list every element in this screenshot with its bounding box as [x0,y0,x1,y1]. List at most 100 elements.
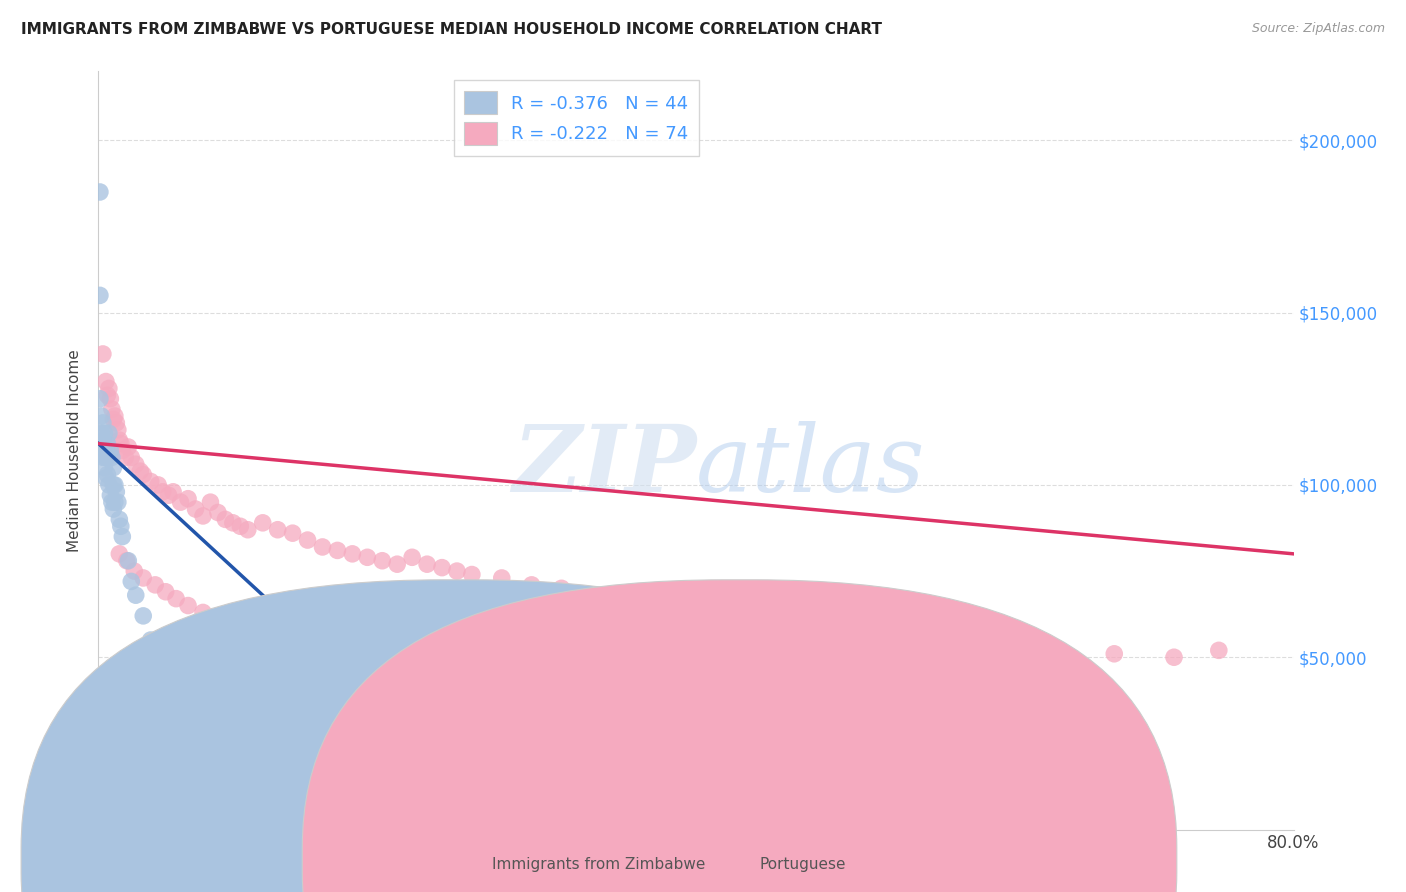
Text: Portuguese: Portuguese [759,857,846,872]
Point [157,488,180,502]
Point [191,508,214,523]
Point [229,519,252,533]
Point [108,547,131,561]
Text: atlas: atlas [696,421,925,510]
Point [93,443,115,458]
Point [120,574,142,589]
Point [804,615,827,630]
Point [491,571,513,585]
Point [297,533,319,547]
Point [984,633,1007,648]
Point [90,426,112,441]
Point [550,582,572,596]
Point [107,495,129,509]
Point [446,564,468,578]
Point [105,416,128,430]
Point [110,519,132,533]
Point [520,578,543,592]
Point [1104,647,1126,661]
Point [107,423,129,437]
Point [1163,650,1185,665]
Point [371,554,394,568]
Point [626,591,648,606]
Point [865,623,887,637]
Point [96,467,118,482]
Point [162,657,184,672]
Point [101,450,124,465]
Point [595,588,617,602]
Point [125,588,148,602]
Point [326,543,349,558]
Point [104,478,127,492]
Point [93,460,115,475]
Point [91,416,114,430]
Point [110,436,132,450]
Point [129,464,152,478]
Point [90,443,112,458]
Point [103,478,125,492]
Point [214,512,236,526]
Point [924,630,946,644]
Point [94,450,117,465]
Point [1043,640,1066,654]
Text: Immigrants from Zimbabwe: Immigrants from Zimbabwe [492,857,706,872]
Point [184,502,207,516]
Point [446,726,468,740]
Point [97,426,120,441]
Point [139,633,162,648]
Point [89,288,111,302]
Point [91,433,114,447]
Point [342,547,364,561]
Point [169,667,191,681]
Point [152,484,174,499]
Point [98,488,122,502]
Point [162,484,184,499]
Point [108,433,131,447]
Point [90,409,112,423]
Point [1208,643,1230,657]
Point [115,554,138,568]
Point [97,478,120,492]
Point [714,602,737,616]
Point [356,550,378,565]
Point [155,584,177,599]
Point [120,450,142,465]
Legend: R = -0.376   N = 44, R = -0.222   N = 74: R = -0.376 N = 44, R = -0.222 N = 74 [454,80,699,156]
Point [311,540,333,554]
Text: ZIP: ZIP [512,421,696,510]
Point [96,436,118,450]
Point [416,557,439,572]
Point [252,702,274,716]
Point [759,608,782,623]
Point [117,554,139,568]
Point [94,471,117,485]
Point [191,684,214,698]
Point [98,392,122,406]
Point [89,392,111,406]
Y-axis label: Median Household Income: Median Household Income [67,349,83,552]
Point [200,495,222,509]
Point [311,712,333,726]
Text: Source: ZipAtlas.com: Source: ZipAtlas.com [1251,22,1385,36]
Point [117,440,139,454]
Point [93,426,115,441]
Point [91,347,114,361]
Point [89,185,111,199]
Point [111,530,134,544]
Point [669,599,692,613]
Point [124,564,146,578]
Point [169,495,191,509]
Point [267,523,290,537]
Point [132,467,155,482]
Point [94,375,117,389]
Point [132,608,155,623]
Point [108,512,131,526]
Point [207,506,229,520]
Point [101,495,124,509]
Text: IMMIGRANTS FROM ZIMBABWE VS PORTUGUESE MEDIAN HOUSEHOLD INCOME CORRELATION CHART: IMMIGRANTS FROM ZIMBABWE VS PORTUGUESE M… [21,22,882,37]
Point [165,591,187,606]
Point [148,478,170,492]
Point [177,491,200,506]
Point [177,599,200,613]
Point [461,567,484,582]
